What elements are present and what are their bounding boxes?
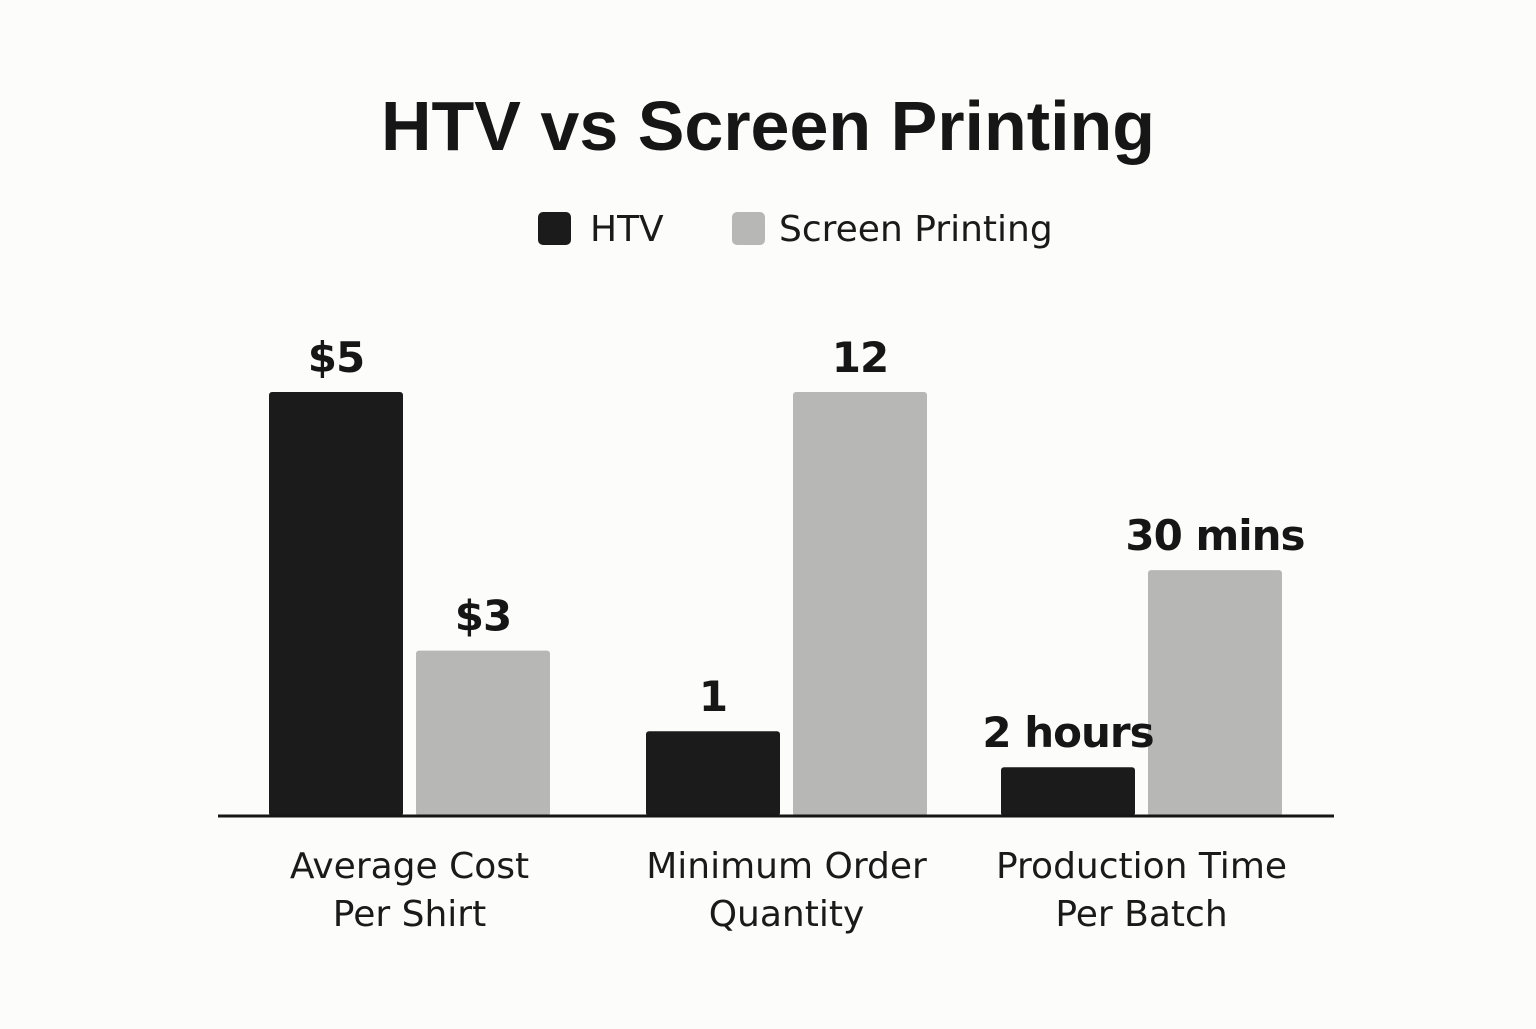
category-label-2-line-2: Quantity — [709, 894, 865, 935]
category-labels: Average Cost Per Shirt Minimum Order Quanti… — [290, 846, 1287, 935]
bar-screen-printing-3 — [1148, 570, 1282, 816]
category-label-1-line-1: Average Cost — [290, 846, 529, 887]
category-label-2-line-1: Minimum Order — [646, 846, 927, 887]
bar-htv-2 — [646, 731, 780, 816]
legend: HTV Screen Printing — [538, 209, 1053, 250]
data-label-screen-printing-1: $3 — [455, 592, 511, 641]
legend-swatch-2 — [732, 212, 765, 245]
legend-swatch-1 — [538, 212, 571, 245]
data-label-screen-printing-3: 30 mins — [1125, 511, 1304, 560]
data-label-screen-printing-2: 12 — [832, 333, 888, 382]
bars — [269, 392, 1282, 816]
data-label-htv-3: 2 hours — [982, 708, 1153, 757]
legend-label-2: Screen Printing — [779, 209, 1053, 250]
data-label-htv-1: $5 — [308, 333, 364, 382]
value-labels: $5 $3 1 12 2 hours 30 mins — [308, 333, 1306, 757]
category-label-3-line-2: Per Batch — [1055, 894, 1227, 935]
data-label-htv-2: 1 — [699, 672, 727, 721]
bar-htv-3 — [1001, 767, 1135, 816]
bar-screen-printing-2 — [793, 392, 927, 816]
bar-screen-printing-1 — [416, 650, 550, 816]
chart-title: HTV vs Screen Printing — [381, 87, 1155, 165]
legend-label-1: HTV — [590, 209, 664, 250]
category-label-3-line-1: Production Time — [996, 846, 1287, 887]
bar-htv-1 — [269, 392, 403, 816]
category-label-1-line-2: Per Shirt — [333, 894, 486, 935]
